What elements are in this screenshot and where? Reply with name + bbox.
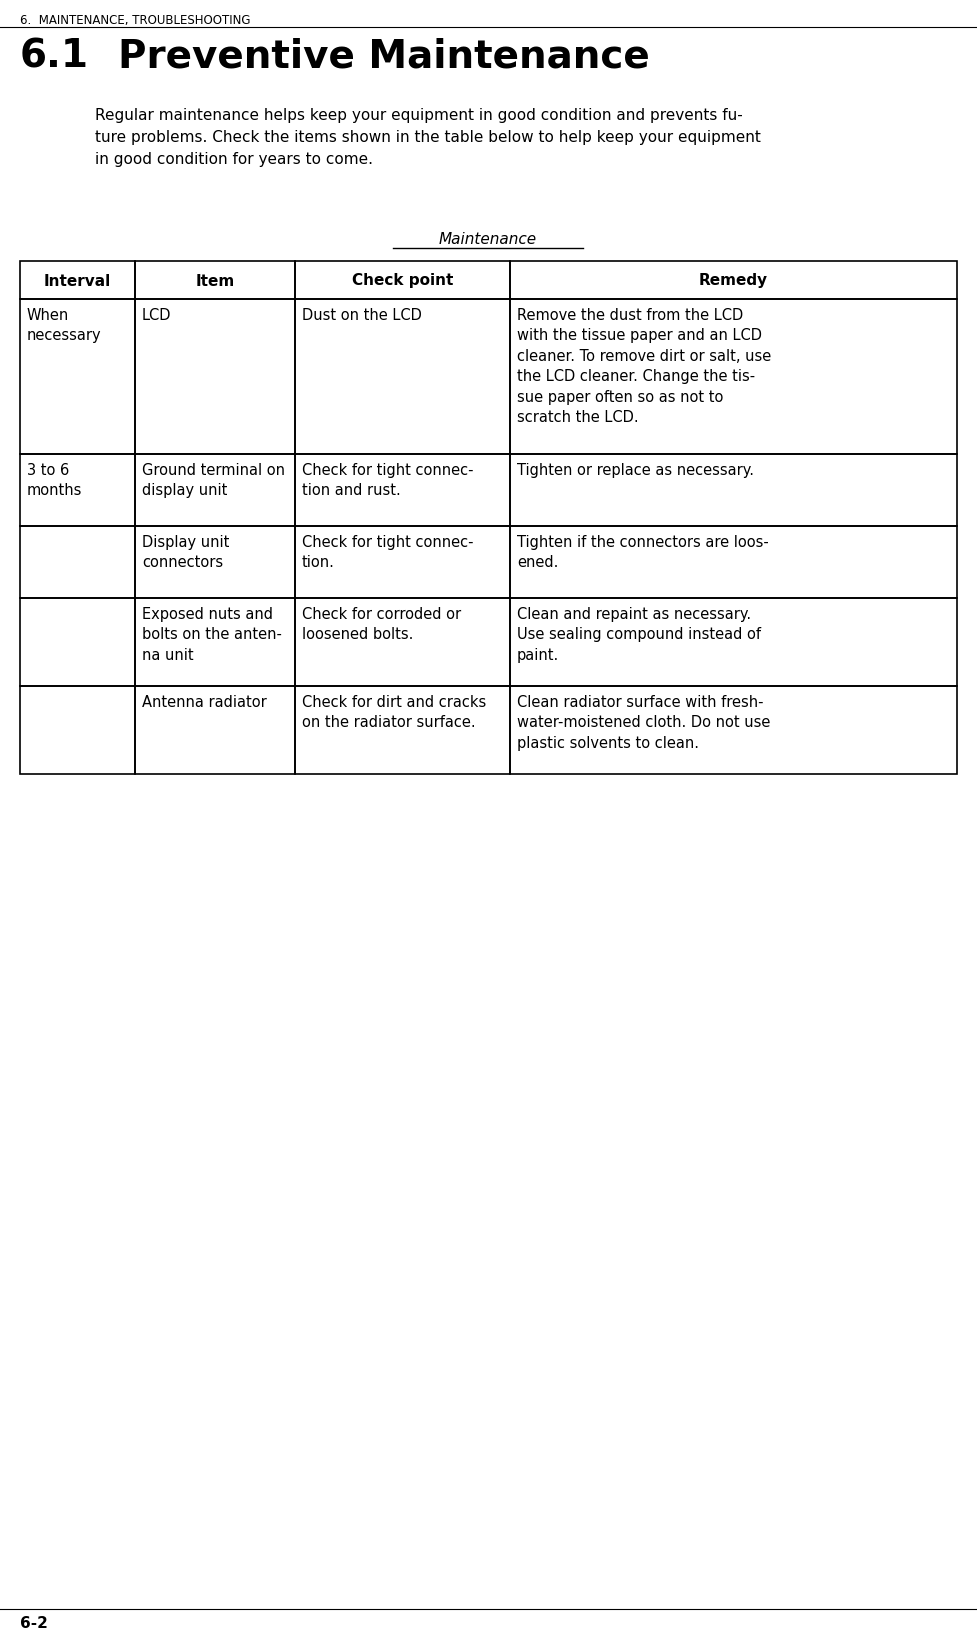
Bar bbox=[295, 300, 510, 454]
Text: Regular maintenance helps keep your equipment in good condition and prevents fu-: Regular maintenance helps keep your equi… bbox=[95, 108, 761, 167]
Bar bbox=[510, 262, 957, 300]
Bar bbox=[135, 262, 295, 300]
Text: Exposed nuts and
bolts on the anten-
na unit: Exposed nuts and bolts on the anten- na … bbox=[142, 606, 282, 662]
Bar bbox=[510, 454, 957, 526]
Bar bbox=[135, 454, 295, 526]
Bar bbox=[20, 526, 135, 598]
Text: 6.  MAINTENANCE, TROUBLESHOOTING: 6. MAINTENANCE, TROUBLESHOOTING bbox=[20, 15, 250, 26]
Bar bbox=[295, 454, 510, 526]
Bar bbox=[295, 687, 510, 775]
Text: Remedy: Remedy bbox=[699, 274, 768, 288]
Text: Antenna radiator: Antenna radiator bbox=[142, 695, 267, 710]
Bar bbox=[510, 687, 957, 775]
Bar bbox=[20, 300, 135, 454]
Bar bbox=[510, 300, 957, 454]
Bar bbox=[135, 526, 295, 598]
Text: Check for tight connec-
tion and rust.: Check for tight connec- tion and rust. bbox=[302, 462, 474, 498]
Bar bbox=[20, 687, 135, 775]
Text: LCD: LCD bbox=[142, 308, 172, 323]
Text: Tighten or replace as necessary.: Tighten or replace as necessary. bbox=[517, 462, 754, 477]
Text: Ground terminal on
display unit: Ground terminal on display unit bbox=[142, 462, 285, 498]
Bar bbox=[135, 300, 295, 454]
Text: Remove the dust from the LCD
with the tissue paper and an LCD
cleaner. To remove: Remove the dust from the LCD with the ti… bbox=[517, 308, 771, 425]
Text: Preventive Maintenance: Preventive Maintenance bbox=[118, 38, 650, 75]
Text: Tighten if the connectors are loos-
ened.: Tighten if the connectors are loos- ened… bbox=[517, 534, 769, 570]
Text: Interval: Interval bbox=[44, 274, 111, 288]
Text: Item: Item bbox=[195, 274, 234, 288]
Bar bbox=[20, 454, 135, 526]
Text: When
necessary: When necessary bbox=[27, 308, 102, 343]
Text: 3 to 6
months: 3 to 6 months bbox=[27, 462, 82, 498]
Text: Check for corroded or
loosened bolts.: Check for corroded or loosened bolts. bbox=[302, 606, 461, 642]
Bar bbox=[510, 598, 957, 687]
Text: 6-2: 6-2 bbox=[20, 1614, 48, 1631]
Text: Clean radiator surface with fresh-
water-moistened cloth. Do not use
plastic sol: Clean radiator surface with fresh- water… bbox=[517, 695, 771, 751]
Bar bbox=[510, 526, 957, 598]
Text: Check point: Check point bbox=[352, 274, 453, 288]
Bar bbox=[20, 262, 135, 300]
Text: Clean and repaint as necessary.
Use sealing compound instead of
paint.: Clean and repaint as necessary. Use seal… bbox=[517, 606, 761, 662]
Bar bbox=[295, 598, 510, 687]
Bar bbox=[295, 262, 510, 300]
Text: Check for tight connec-
tion.: Check for tight connec- tion. bbox=[302, 534, 474, 570]
Text: Dust on the LCD: Dust on the LCD bbox=[302, 308, 422, 323]
Text: Maintenance: Maintenance bbox=[439, 231, 537, 247]
Bar bbox=[20, 598, 135, 687]
Text: Check for dirt and cracks
on the radiator surface.: Check for dirt and cracks on the radiato… bbox=[302, 695, 487, 729]
Text: 6.1: 6.1 bbox=[20, 38, 89, 75]
Bar bbox=[135, 687, 295, 775]
Text: Display unit
connectors: Display unit connectors bbox=[142, 534, 230, 570]
Bar bbox=[295, 526, 510, 598]
Bar bbox=[135, 598, 295, 687]
